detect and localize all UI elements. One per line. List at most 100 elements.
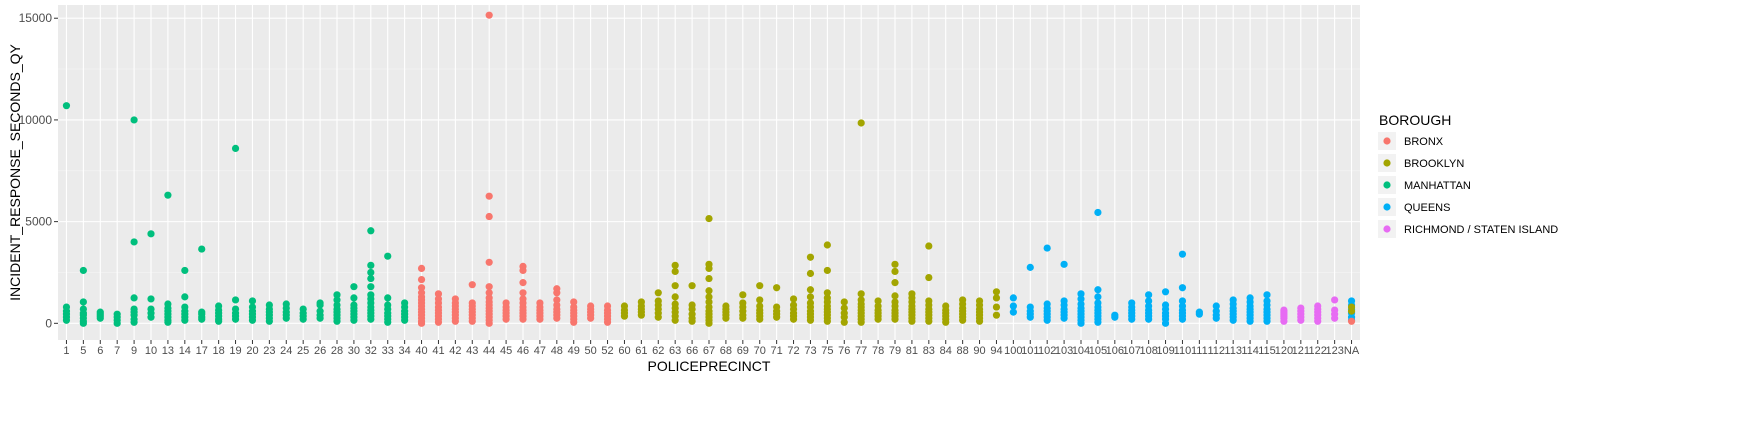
data-point	[705, 298, 713, 306]
data-point	[333, 296, 341, 304]
data-point	[705, 214, 713, 223]
data-point	[823, 317, 831, 325]
data-point	[1145, 315, 1153, 323]
data-point	[79, 266, 87, 275]
data-point	[1229, 316, 1237, 324]
data-point	[806, 269, 815, 278]
x-tick-label: 94	[990, 345, 1002, 357]
data-point	[417, 284, 426, 292]
y-axis-title: INCIDENT_RESPONSE_SECONDS_QY	[7, 43, 23, 300]
data-point	[756, 282, 764, 290]
x-tick-label: 72	[787, 345, 799, 357]
x-tick-label: 69	[737, 345, 749, 357]
data-point	[570, 318, 578, 326]
data-point	[1331, 314, 1339, 322]
data-point	[147, 295, 155, 303]
data-point	[671, 282, 679, 290]
x-tick-label: 66	[686, 345, 698, 357]
data-point	[806, 286, 815, 294]
data-point	[857, 318, 865, 326]
data-point	[434, 290, 443, 298]
x-tick-label: 48	[551, 345, 563, 357]
data-point	[265, 317, 273, 325]
data-point	[587, 314, 595, 322]
data-point	[62, 316, 71, 324]
legend: BOROUGH BRONX BROOKLYN MANHATTAN QUEENS RICH…	[1378, 112, 1558, 238]
x-tick-label: 121	[1292, 345, 1310, 357]
data-point	[959, 316, 967, 324]
data-point	[620, 312, 629, 320]
x-tick-label: 81	[906, 345, 918, 357]
x-tick-label: 100	[1004, 345, 1022, 357]
data-point	[130, 116, 138, 124]
data-point	[688, 305, 696, 313]
x-tick-label: 104	[1072, 345, 1090, 357]
x-tick-label: 18	[213, 345, 225, 357]
data-point	[1094, 286, 1102, 294]
x-tick-label: 1	[63, 345, 69, 357]
x-tick-label: 17	[196, 345, 208, 357]
data-point	[1314, 317, 1322, 325]
data-point	[992, 294, 1001, 302]
data-point	[367, 274, 375, 283]
x-tick-label: 44	[483, 345, 495, 357]
data-point	[299, 315, 307, 323]
data-point	[1026, 313, 1034, 321]
x-tick-label: 76	[838, 345, 850, 357]
x-tick-label: 34	[399, 345, 411, 357]
x-tick-label: 102	[1038, 345, 1056, 357]
x-tick-label: 19	[229, 345, 241, 357]
data-point	[147, 230, 155, 238]
data-point	[282, 314, 290, 322]
data-point	[1280, 317, 1288, 325]
data-point	[1043, 316, 1051, 324]
data-point	[722, 314, 730, 322]
data-point	[1263, 291, 1271, 299]
legend-entry-label: RICHMOND / STATEN ISLAND	[1404, 224, 1558, 236]
x-tick-label: 71	[771, 345, 783, 357]
data-point	[705, 274, 713, 283]
x-tick-label: 84	[940, 345, 952, 357]
data-point	[468, 281, 476, 289]
x-tick-label: 67	[703, 345, 715, 357]
x-tick-label: 120	[1275, 345, 1293, 357]
data-point	[705, 293, 713, 301]
data-point	[1026, 263, 1034, 271]
x-tick-label: 88	[957, 345, 969, 357]
data-point	[874, 315, 882, 323]
data-point	[333, 317, 341, 325]
x-tick-label: 50	[585, 345, 597, 357]
data-point	[823, 241, 831, 249]
data-point	[350, 294, 358, 302]
data-point	[1145, 297, 1153, 305]
data-point	[113, 319, 121, 327]
x-tick-label: 112	[1207, 345, 1225, 357]
data-point	[671, 316, 679, 324]
x-tick-label: 52	[601, 345, 613, 357]
data-point	[1128, 315, 1136, 323]
data-point	[231, 315, 240, 323]
legend-entry-label: BROOKLYN	[1404, 158, 1464, 170]
data-point	[367, 261, 375, 269]
data-point	[468, 317, 476, 325]
x-tick-label: 46	[517, 345, 529, 357]
data-point	[1246, 317, 1254, 325]
data-point	[773, 284, 781, 292]
data-point	[1060, 260, 1068, 268]
x-axis-title: POLICEPRECINCT	[648, 358, 771, 374]
data-point	[417, 319, 426, 327]
data-point	[1009, 294, 1017, 302]
data-point	[773, 313, 781, 321]
data-point	[654, 313, 662, 321]
data-point	[1009, 302, 1017, 310]
data-point	[806, 253, 815, 261]
data-point	[130, 294, 138, 302]
x-tick-label: NA	[1344, 345, 1360, 357]
x-tick-label: 83	[923, 345, 935, 357]
data-point	[705, 287, 713, 295]
x-tick-label: 26	[314, 345, 326, 357]
data-point	[181, 316, 189, 324]
data-point	[62, 102, 71, 110]
legend-entry-label: QUEENS	[1404, 202, 1450, 214]
x-tick-label: 103	[1055, 345, 1073, 357]
